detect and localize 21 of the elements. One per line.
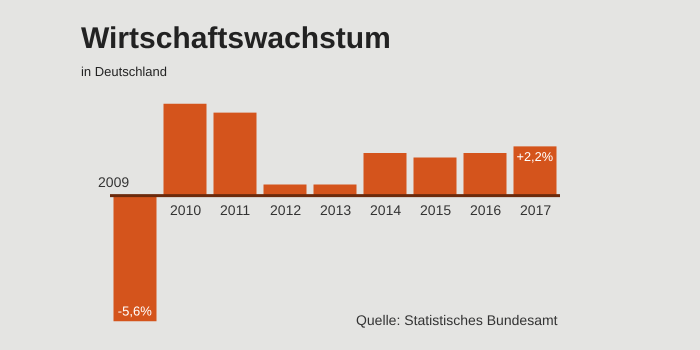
x-tick-label: 2010 bbox=[170, 202, 202, 218]
bar bbox=[114, 196, 156, 322]
bar bbox=[214, 112, 256, 196]
x-tick-label: 2009 bbox=[98, 174, 130, 190]
x-tick-label: 2015 bbox=[420, 202, 452, 218]
x-tick-label: 2014 bbox=[370, 202, 402, 218]
x-tick-label: 2017 bbox=[520, 202, 552, 218]
data-label: +2,2% bbox=[516, 149, 554, 164]
bar bbox=[514, 146, 556, 196]
bar bbox=[364, 153, 406, 196]
x-tick-label: 2012 bbox=[270, 202, 302, 218]
chart-subtitle: in Deutschland bbox=[81, 64, 167, 79]
x-tick-label: 2016 bbox=[470, 202, 502, 218]
x-tick-label: 2011 bbox=[220, 202, 250, 218]
chart-title: Wirtschaftswachstum bbox=[81, 22, 391, 55]
bar bbox=[164, 104, 206, 196]
annotation: Quelle: Statistisches Bundesamt bbox=[356, 312, 558, 328]
bar bbox=[464, 153, 506, 196]
bar bbox=[414, 158, 456, 196]
data-label: -5,6% bbox=[118, 303, 152, 318]
x-tick-label: 2013 bbox=[320, 202, 352, 218]
